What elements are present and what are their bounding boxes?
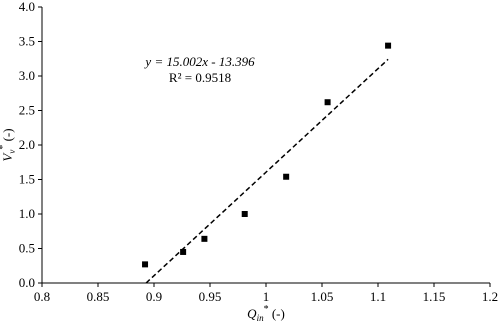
y-tick-label: 4.0 bbox=[19, 0, 35, 14]
y-tick-label: 3.5 bbox=[19, 34, 35, 49]
y-tick-label: 1.0 bbox=[19, 206, 35, 221]
x-tick-label: 1.1 bbox=[370, 289, 386, 304]
point bbox=[180, 248, 187, 255]
x-axis-title: Qin* (-) bbox=[247, 304, 285, 323]
point bbox=[142, 261, 149, 268]
trend-line bbox=[145, 58, 389, 284]
point bbox=[324, 99, 331, 106]
x-tick-label: 1.05 bbox=[311, 289, 334, 304]
x-tick-label: 1.2 bbox=[482, 289, 498, 304]
x-tick-label: 0.85 bbox=[87, 289, 110, 304]
y-tick-label: 0.0 bbox=[19, 275, 35, 290]
x-tick-label: 1.15 bbox=[423, 289, 446, 304]
x-title-sup: * bbox=[264, 304, 269, 315]
y-tick-label: 1.5 bbox=[19, 172, 35, 187]
y-title-main: V bbox=[0, 152, 15, 162]
y-title-unit: (-) bbox=[0, 128, 15, 144]
point bbox=[201, 235, 208, 242]
point bbox=[385, 42, 392, 49]
y-title-sup: * bbox=[0, 145, 9, 150]
y-title-sub: v bbox=[7, 150, 17, 154]
x-title-sub: in bbox=[257, 313, 265, 323]
trend-equation: y = 15.002x - 13.396 bbox=[143, 54, 255, 69]
y-tick-label: 0.5 bbox=[19, 241, 35, 256]
x-title-unit: (-) bbox=[269, 306, 285, 321]
y-tick-label: 3.0 bbox=[19, 68, 35, 83]
x-tick-label: 1 bbox=[263, 289, 270, 304]
point bbox=[283, 173, 290, 180]
y-tick-label: 2.5 bbox=[19, 103, 35, 118]
x-tick-label: 0.9 bbox=[146, 289, 162, 304]
x-tick-label: 0.8 bbox=[34, 289, 50, 304]
y-tick-label: 2.0 bbox=[19, 137, 35, 152]
y-axis-title: Vv* (-) bbox=[0, 128, 17, 161]
x-title-main: Q bbox=[247, 306, 257, 321]
x-tick-label: 0.95 bbox=[199, 289, 222, 304]
trend-r2: R² = 0.9518 bbox=[169, 70, 231, 85]
point bbox=[241, 211, 248, 217]
